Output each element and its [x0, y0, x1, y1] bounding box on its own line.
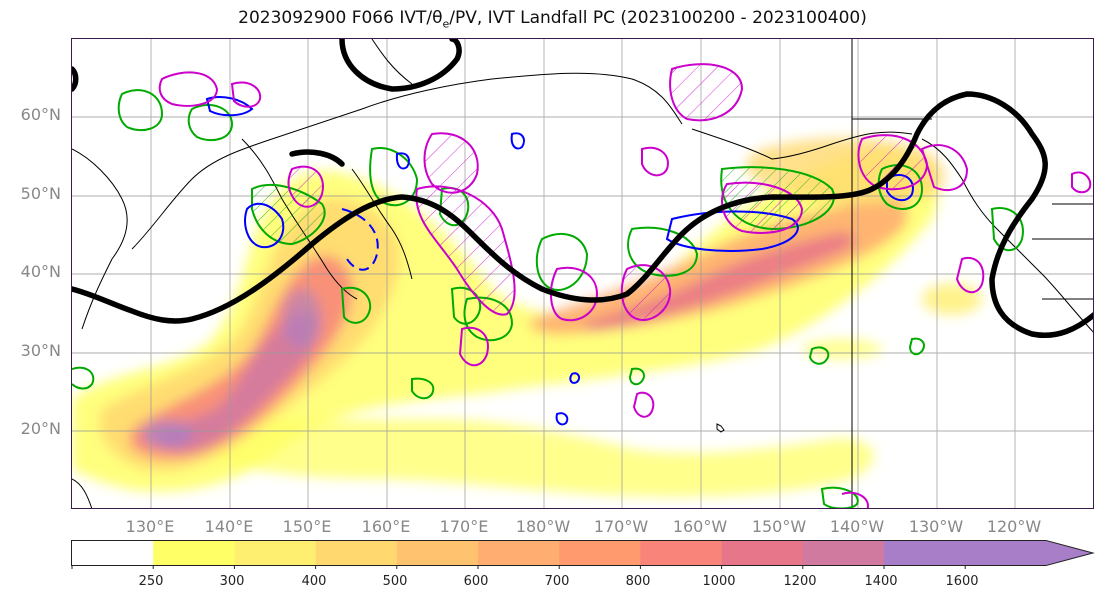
- lat-label-50n: 50°N: [20, 184, 61, 203]
- lon-label-150w: 150°W: [751, 517, 807, 536]
- lat-label-40n: 40°N: [20, 262, 61, 281]
- colorbar-tick-400: 400: [301, 574, 327, 589]
- lon-label-180w: 180°W: [515, 517, 571, 536]
- lon-label-140e: 140°E: [204, 517, 254, 536]
- lat-label-60n: 60°N: [20, 105, 61, 124]
- colorbar: [71, 540, 1095, 569]
- map-title: 2023092900 F066 IVT/θe/PV, IVT Landfall …: [238, 8, 867, 31]
- colorbar-tick-800: 800: [625, 574, 651, 589]
- colorbar-tick-1400: 1400: [864, 574, 898, 589]
- colorbar-tick-1200: 1200: [783, 574, 817, 589]
- map-plot: [72, 39, 1093, 508]
- lon-label-150e: 150°E: [282, 517, 332, 536]
- lon-label-160e: 160°E: [361, 517, 411, 536]
- colorbar-tick-1600: 1600: [945, 574, 979, 589]
- colorbar-tick-300: 300: [219, 574, 245, 589]
- colorbar-tick-700: 700: [544, 574, 570, 589]
- colorbar-segment: [234, 541, 317, 565]
- colorbar-segment: [72, 541, 154, 565]
- colorbar-tick-1000: 1000: [702, 574, 736, 589]
- colorbar-segment: [640, 541, 723, 565]
- colorbar-segment: [478, 541, 560, 565]
- lon-label-130w: 130°W: [908, 517, 964, 536]
- lat-label-20n: 20°N: [20, 419, 61, 438]
- ivt-shading: [72, 137, 982, 497]
- colorbar-segment: [559, 541, 641, 565]
- lon-label-120w: 120°W: [986, 517, 1042, 536]
- colorbar-segment: [153, 541, 235, 565]
- coastlines: [72, 39, 1093, 508]
- lon-label-130e: 130°E: [125, 517, 175, 536]
- landfall-pc-contour: [72, 39, 1093, 338]
- lon-label-160w: 160°W: [672, 517, 728, 536]
- colorbar-tick-250: 250: [138, 574, 164, 589]
- colorbar-segment: [396, 541, 479, 565]
- colorbar-segment: [721, 541, 804, 565]
- colorbar-tick-500: 500: [382, 574, 408, 589]
- lon-label-170w: 170°W: [593, 517, 649, 536]
- colorbar-segment: [884, 541, 1093, 565]
- colorbar-segment: [315, 541, 398, 565]
- lon-label-140w: 140°W: [829, 517, 885, 536]
- colorbar-segment: [802, 541, 885, 565]
- colorbar-tick-600: 600: [463, 574, 489, 589]
- lon-label-170e: 170°E: [439, 517, 489, 536]
- lat-label-30n: 30°N: [20, 341, 61, 360]
- map-panel[interactable]: [71, 38, 1094, 509]
